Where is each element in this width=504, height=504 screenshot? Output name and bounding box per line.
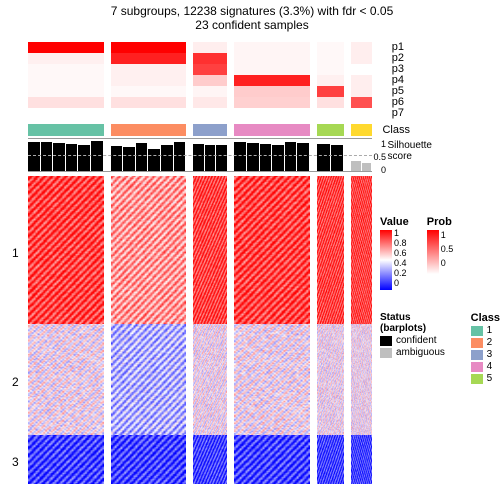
title-line2: 23 confident samples <box>0 18 504 32</box>
heatmap-segment-label: 1 <box>12 246 19 260</box>
prob-ticks: 10.50 <box>441 228 454 276</box>
title-line1: 7 subgroups, 12238 signatures (3.3%) wit… <box>0 0 504 18</box>
class-annotation-row <box>28 124 372 136</box>
heatmap-segment-label: 2 <box>12 375 19 389</box>
plot-area: p1p2p3p4p5p6p7 Class 10.50 Silhouette sc… <box>28 42 372 494</box>
status-legend: Status (barplots) confidentambiguous <box>380 306 457 385</box>
prob-gradient <box>427 230 439 274</box>
legend-area: Value 10.80.60.40.20 Prob 10.50 Status (… <box>380 42 500 494</box>
heatmap-segment-label: 3 <box>12 455 19 469</box>
value-legend: Value 10.80.60.40.20 <box>380 210 409 292</box>
prob-matrix <box>28 42 372 122</box>
value-gradient <box>380 230 392 290</box>
class-items: 12345 <box>471 325 500 384</box>
prob-legend: Prob 10.50 <box>427 210 454 292</box>
heatmap <box>28 176 372 484</box>
status-legend-title: Status (barplots) <box>380 312 457 334</box>
class-legend-title: Class <box>471 312 500 324</box>
value-ticks: 10.80.60.40.20 <box>394 228 407 292</box>
silhouette-row: 10.50 <box>28 138 372 172</box>
prob-legend-title: Prob <box>427 216 454 228</box>
status-items: confidentambiguous <box>380 335 457 358</box>
value-legend-title: Value <box>380 216 409 228</box>
class-legend: Class 12345 <box>471 306 500 385</box>
